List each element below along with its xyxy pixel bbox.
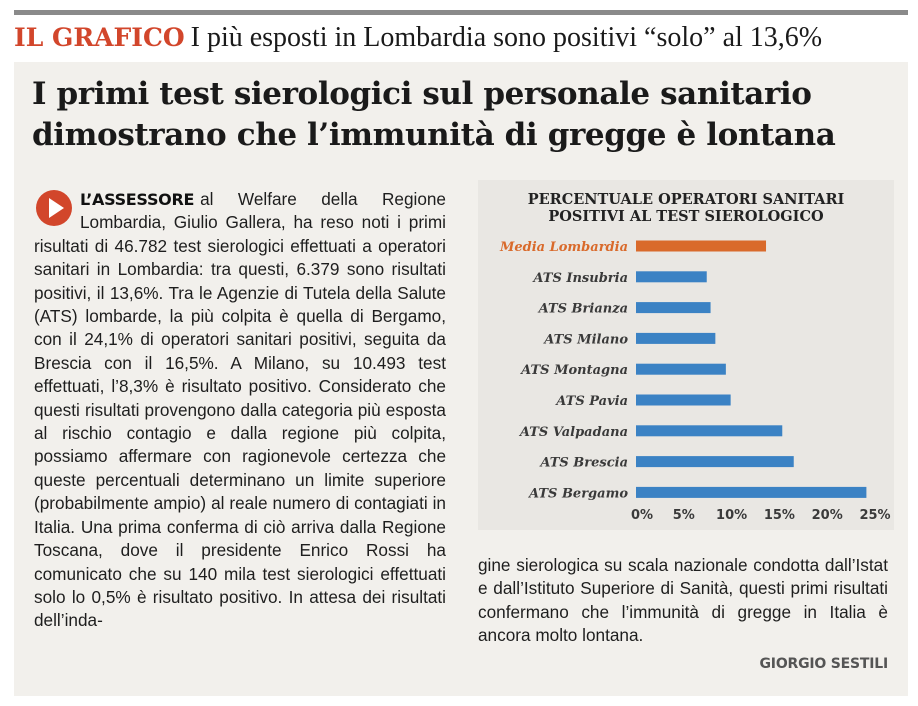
category-label: ATS Montagna [519,363,628,378]
bar-chart-svg: PERCENTUALE OPERATORI SANITARI POSITIVI … [499,191,891,523]
x-tick-label: 20% [812,508,843,523]
bar [636,394,731,406]
category-label: Media Lombardia [499,240,628,255]
bar [636,271,707,283]
x-tick-label: 15% [764,508,795,523]
section-title: I più esposti in Lombardia sono positivi… [190,22,823,53]
category-label: ATS Insubria [531,271,628,286]
category-label: ATS Pavia [554,394,628,409]
category-label: ATS Brianza [537,302,628,317]
section-label: IL GRAFICO [14,23,185,52]
headline: I primi test sierologici sul personale s… [32,74,892,156]
x-tick-label: 0% [631,508,653,523]
category-label: ATS Bergamo [527,486,628,501]
bar [636,332,716,344]
chart-title-line-2: POSITIVI AL TEST SIEROLOGICO [548,208,824,225]
headline-line-1: I primi test sierologici sul personale s… [32,76,812,112]
chart-bars [636,240,867,498]
bar [636,456,794,468]
article-body-right: gine sierologica su scala nazionale cond… [478,555,888,646]
chart-x-tick-labels: 0% 5% 10% 15% 20% 25% [631,508,891,523]
category-label: ATS Valpadana [518,425,628,440]
section-header: IL GRAFICO I più esposti in Lombardia son… [14,22,908,58]
article-lead: L’ASSESSORE [80,190,195,209]
x-tick-label: 5% [673,508,695,523]
chart-title-line-1: PERCENTUALE OPERATORI SANITARI [528,191,845,208]
play-arrow-icon [36,190,72,226]
headline-line-2: dimostrano che l’immunità di gregge è lo… [32,117,836,153]
article-text-left: al Welfare della Regione Lombardia, Giul… [34,189,446,631]
bar [636,425,783,437]
bar [636,486,867,498]
category-label: ATS Brescia [538,456,628,471]
top-rule [14,10,908,15]
author-byline: GIORGIO SESTILI [759,656,889,672]
bar [636,363,726,375]
x-tick-label: 10% [716,508,747,523]
chart-category-labels: Media Lombardia ATS Insubria ATS Brianza AT… [499,240,628,501]
article-body-left: L’ASSESSORE al Welfare della Regione Lomb… [34,188,446,633]
bar [636,302,711,314]
chart: PERCENTUALE OPERATORI SANITARI POSITIVI … [478,180,894,530]
category-label: ATS Milano [542,332,628,347]
x-tick-label: 25% [859,508,890,523]
bar [636,240,767,252]
